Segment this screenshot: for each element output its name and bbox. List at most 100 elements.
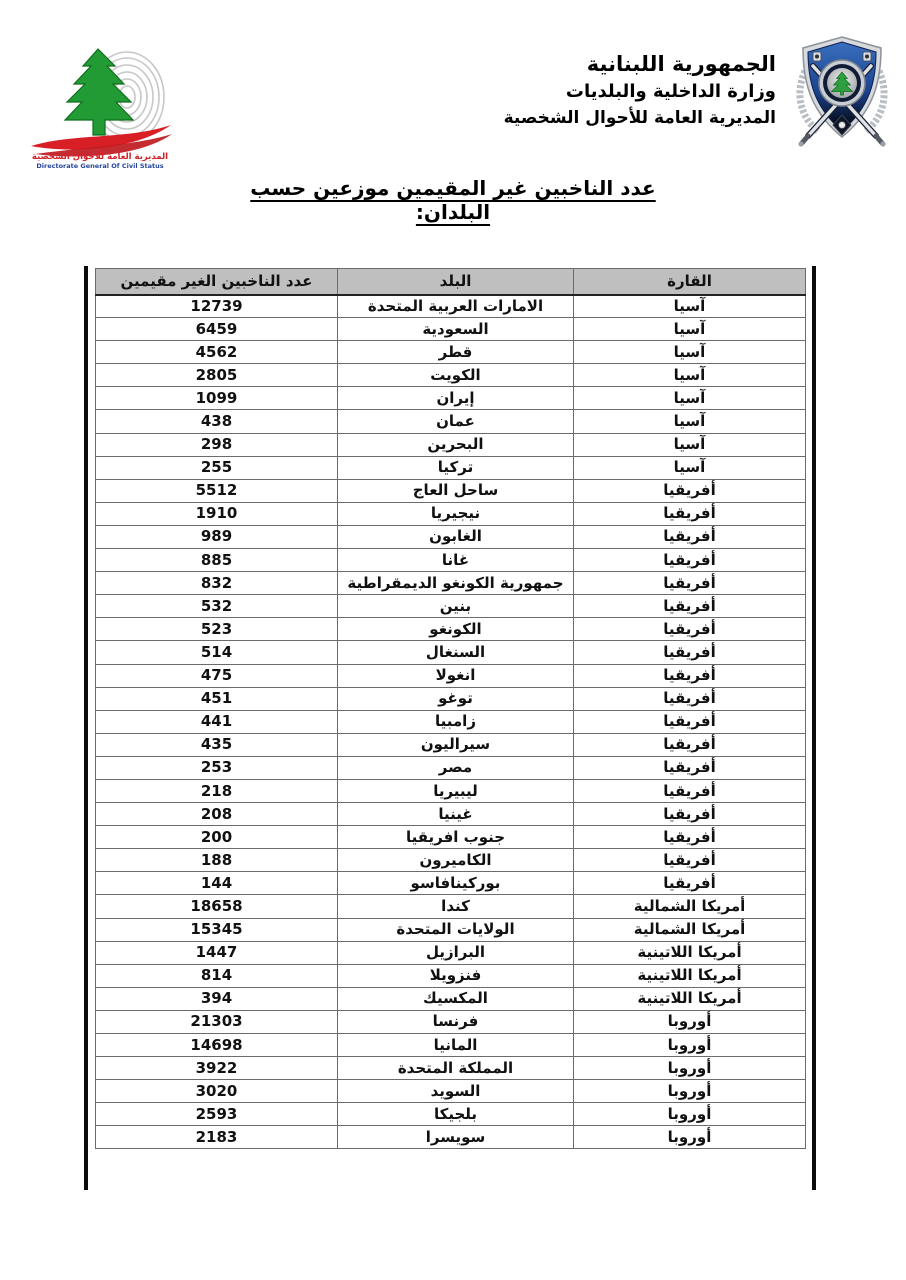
table-row: آسيا قطر 4562 (95, 340, 806, 365)
country-cell: الكويت (337, 363, 574, 388)
table-row: آسيا تركيا 255 (95, 455, 806, 480)
count-cell: 218 (95, 778, 338, 804)
count-cell: 989 (95, 524, 338, 550)
table-row: أفريقيا الغابون 989 (95, 524, 806, 550)
count-cell: 832 (95, 571, 338, 596)
country-cell: سويسرا (337, 1125, 574, 1150)
page-title: عدد الناخبين غير المقيمين موزعين حسب الب… (250, 176, 656, 224)
country-cell: البحرين (337, 432, 574, 457)
count-cell: 438 (95, 409, 338, 434)
count-cell: 144 (95, 871, 338, 896)
table-row: أفريقيا زامبيا 441 (95, 709, 806, 734)
country-cell: فرنسا (337, 1009, 574, 1035)
count-cell: 435 (95, 732, 338, 757)
count-cell: 532 (95, 594, 338, 619)
country-cell: ليبيريا (337, 778, 574, 804)
table-row: أوروبا السويد 3020 (95, 1079, 806, 1104)
continent-cell: أمريكا الشمالية (573, 894, 806, 919)
country-cell: السعودية (337, 317, 574, 342)
country-cell: مصر (337, 755, 574, 780)
continent-cell: أفريقيا (573, 755, 806, 780)
continent-cell: أفريقيا (573, 524, 806, 550)
continent-cell: أفريقيا (573, 802, 806, 827)
country-cell: المملكة المتحدة (337, 1056, 574, 1081)
civil-status-logo: المديرية العامة للأحوال الشخصية Director… (25, 35, 175, 170)
cedar-medallion-icon (818, 59, 866, 107)
count-cell: 200 (95, 825, 338, 850)
country-cell: فنزويلا (337, 963, 574, 988)
country-cell: نيجيريا (337, 501, 574, 526)
voters-table: القارة البلد عدد الناخبين الغير مقيمين آ… (95, 268, 806, 1150)
country-cell: الغابون (337, 524, 574, 550)
republic-title: الجمهورية اللبنانية (586, 52, 776, 76)
count-cell: 1910 (95, 501, 338, 526)
table-row: أفريقيا السنغال 514 (95, 640, 806, 665)
continent-cell: أوروبا (573, 1125, 806, 1150)
continent-cell: آسيا (573, 432, 806, 457)
country-cell: بلجيكا (337, 1102, 574, 1127)
count-cell: 12739 (95, 293, 338, 319)
table-row: أمريكا الشمالية كندا 18658 (95, 894, 806, 919)
country-cell: البرازيل (337, 940, 574, 965)
count-cell: 1099 (95, 386, 338, 411)
table-row: أوروبا المملكة المتحدة 3922 (95, 1056, 806, 1081)
country-cell: إيران (337, 386, 574, 411)
continent-cell: أفريقيا (573, 709, 806, 734)
country-cell: زامبيا (337, 709, 574, 734)
continent-cell: أفريقيا (573, 617, 806, 642)
country-cell: جنوب افريقيا (337, 825, 574, 850)
country-cell: كندا (337, 894, 574, 919)
country-cell: توغو (337, 686, 574, 711)
ministry-emblem (792, 33, 892, 148)
table-row: أفريقيا بوركينافاسو 144 (95, 871, 806, 896)
cedar-tree-icon (63, 48, 135, 136)
continent-cell: أوروبا (573, 1032, 806, 1058)
country-cell: الامارات العربية المتحدة (337, 293, 574, 319)
directorate-title: المديرية العامة للأحوال الشخصية (503, 108, 776, 128)
country-cell: المانيا (337, 1032, 574, 1058)
country-cell: عمان (337, 409, 574, 434)
continent-cell: أفريقيا (573, 825, 806, 850)
continent-cell: أفريقيا (573, 501, 806, 526)
continent-cell: أفريقيا (573, 848, 806, 873)
count-cell: 514 (95, 640, 338, 665)
country-cell: قطر (337, 340, 574, 365)
continent-cell: أفريقيا (573, 478, 806, 503)
bottom-diamond (832, 114, 852, 136)
continent-cell: أفريقيا (573, 594, 806, 619)
table-row: أفريقيا سيراليون 435 (95, 732, 806, 757)
count-cell: 298 (95, 432, 338, 457)
table-row: آسيا البحرين 298 (95, 432, 806, 457)
continent-cell: آسيا (573, 293, 806, 319)
continent-cell: آسيا (573, 340, 806, 365)
ministry-title: وزارة الداخلية والبلديات (565, 81, 776, 102)
continent-cell: أمريكا اللاتينية (573, 963, 806, 988)
table-row: أفريقيا ساحل العاج 5512 (95, 478, 806, 503)
right-rule (812, 266, 816, 1190)
continent-cell: أفريقيا (573, 732, 806, 757)
table-row: أمريكا اللاتينية المكسيك 394 (95, 986, 806, 1011)
table-header-row: القارة البلد عدد الناخبين الغير مقيمين (95, 268, 806, 296)
continent-cell: أوروبا (573, 1102, 806, 1127)
count-cell: 253 (95, 755, 338, 780)
country-cell: الكاميرون (337, 848, 574, 873)
table-row: أفريقيا جمهورية الكونغو الديمقراطية 832 (95, 571, 806, 596)
count-cell: 4562 (95, 340, 338, 365)
count-cell: 2183 (95, 1125, 338, 1150)
continent-cell: أمريكا الشمالية (573, 917, 806, 942)
continent-cell: آسيا (573, 386, 806, 411)
country-cell: السويد (337, 1079, 574, 1104)
country-cell: جمهورية الكونغو الديمقراطية (337, 571, 574, 596)
voters-table-container: القارة البلد عدد الناخبين الغير مقيمين آ… (95, 268, 806, 1150)
table-row: آسيا الامارات العربية المتحدة 12739 (95, 293, 806, 319)
country-cell: السنغال (337, 640, 574, 665)
emblem-shield-icon (796, 36, 888, 147)
voters-table-body: آسيا الامارات العربية المتحدة 12739 آسيا… (95, 293, 806, 1150)
count-cell: 14698 (95, 1032, 338, 1058)
country-cell: تركيا (337, 455, 574, 480)
logo-arabic-name: المديرية العامة للأحوال الشخصية (32, 151, 168, 162)
count-cell: 208 (95, 802, 338, 827)
count-cell: 475 (95, 663, 338, 688)
table-row: أفريقيا غانا 885 (95, 548, 806, 573)
